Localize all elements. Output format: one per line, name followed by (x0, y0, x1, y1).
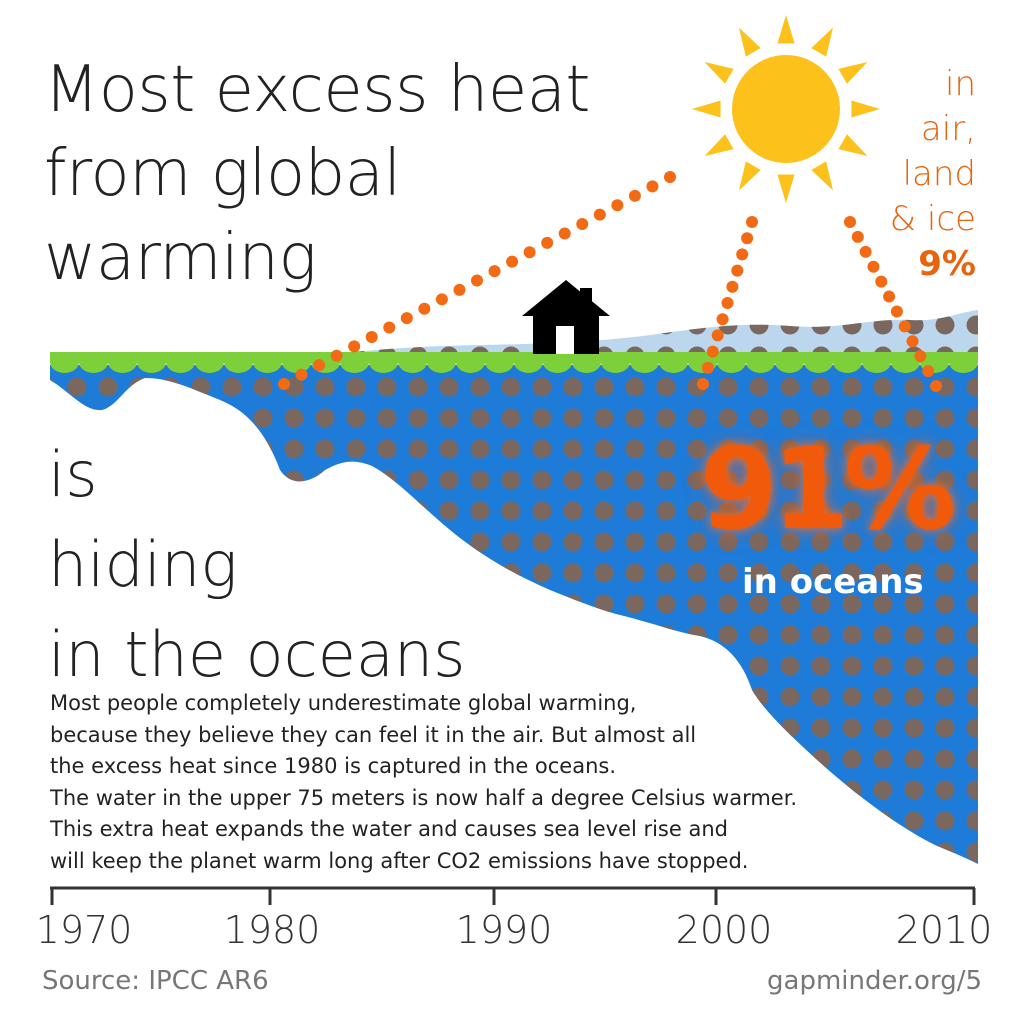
axis-tick-label-2000: 2000 (675, 908, 773, 952)
headline-top: Most excess heat from global warming (44, 48, 591, 300)
headline-bottom: is hiding in the oceans (48, 430, 465, 700)
air-share-percent: 9% (918, 244, 976, 284)
air-share-line-1: in (945, 64, 976, 104)
air-share-line-3: land (902, 154, 976, 194)
body-paragraph: Most people completely underestimate glo… (50, 688, 797, 877)
air-layer (300, 310, 978, 358)
air-share-line-2: air, (920, 109, 976, 149)
axis-tick-label-1980: 1980 (223, 908, 321, 952)
body-line-1: Most people completely underestimate glo… (50, 691, 637, 715)
air-land-ice-share: in air, land & ice 9% (890, 62, 976, 287)
body-line-3: the excess heat since 1980 is captured i… (50, 754, 617, 778)
body-line-4: The water in the upper 75 meters is now … (50, 785, 798, 810)
sun-icon (692, 15, 880, 203)
headline-line-2: from global (44, 137, 401, 211)
source-credit: Source: IPCC AR6 (42, 966, 269, 996)
air-share-line-4: & ice (889, 199, 976, 239)
axis-tick-label-1970: 1970 (35, 908, 133, 952)
gapminder-link[interactable]: gapminder.org/5 (767, 966, 982, 996)
ocean-share-percent: 91% (700, 425, 956, 555)
body-line-6: will keep the planet warm long after CO2… (50, 848, 749, 873)
headline-line-5: hiding (48, 528, 238, 601)
headline-line-4: is (48, 438, 98, 511)
heat-dots (278, 171, 942, 392)
headline-line-1: Most excess heat (44, 53, 591, 127)
ocean-share-label: in oceans (742, 562, 924, 602)
axis-tick-label-1990: 1990 (455, 908, 553, 952)
body-line-5: This extra heat expands the water and ca… (50, 817, 728, 841)
house-icon (522, 280, 610, 354)
body-line-2: because they believe they can feel it in… (50, 722, 697, 747)
headline-line-6: in the oceans (48, 618, 466, 691)
headline-line-3: warming (44, 221, 317, 295)
time-axis (50, 886, 976, 905)
axis-tick-label-2010: 2010 (895, 908, 993, 952)
